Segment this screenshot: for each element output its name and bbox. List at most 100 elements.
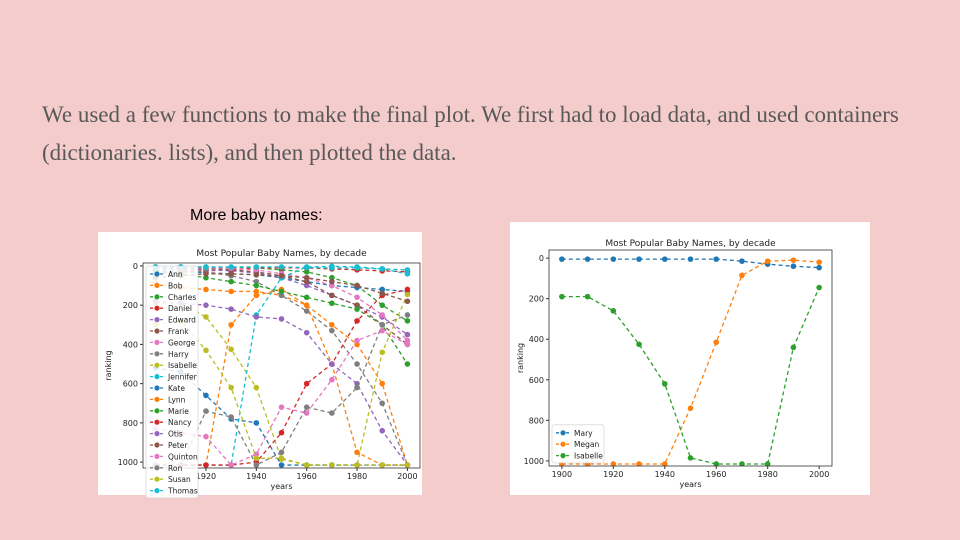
legend-label: Susan: [168, 475, 191, 484]
data-point: [379, 349, 386, 356]
data-point: [636, 461, 642, 466]
y-tick-label: 400: [123, 340, 138, 349]
y-tick-label: 600: [529, 376, 544, 385]
data-point: [379, 462, 386, 468]
legend-label: Bob: [168, 281, 183, 290]
chart: 1900 1920 1940 1960 1980 2000 0 200 400 600 800 100…: [510, 222, 870, 495]
legend-marker: [154, 431, 160, 437]
legend-marker: [154, 374, 160, 380]
legend-marker: [154, 453, 160, 459]
legend: Mary Megan Isabelle: [551, 424, 605, 464]
legend-marker: [154, 419, 160, 425]
series-line: [155, 288, 408, 466]
data-point: [379, 400, 386, 407]
data-point: [329, 274, 335, 281]
y-axis-label: ranking: [104, 350, 113, 380]
y-tick-label: 1000: [118, 458, 138, 467]
data-point: [253, 282, 260, 289]
chart: 1920 1940 1960 1980 2000 0 200 400 600 800 1000 Mos…: [98, 232, 422, 499]
legend-marker: [154, 385, 160, 391]
data-point: [404, 286, 411, 293]
data-point: [303, 410, 310, 416]
legend-marker: [154, 317, 160, 323]
y-tick-label: 200: [123, 301, 138, 310]
legend-marker: [154, 328, 160, 334]
data-point: [404, 462, 411, 468]
legend-marker: [154, 442, 160, 448]
data-point: [253, 384, 260, 391]
data-point: [303, 329, 310, 336]
data-point: [228, 462, 234, 468]
data-point: [253, 455, 260, 461]
data-point: [329, 282, 335, 289]
data-point: [354, 282, 360, 289]
data-point: [404, 341, 411, 348]
data-point: [379, 312, 386, 318]
legend-marker: [154, 362, 160, 368]
data-point: [379, 380, 386, 387]
data-point: [354, 384, 360, 391]
legend-label: Quinton: [168, 452, 198, 461]
data-point: [228, 321, 234, 328]
data-point: [610, 256, 617, 262]
data-point: [228, 306, 234, 312]
legend-label: Daniel: [168, 304, 192, 313]
data-point: [559, 256, 565, 262]
data-point: [354, 462, 360, 468]
body-text: We used a few functions to make the fina…: [42, 102, 899, 165]
data-point: [661, 381, 668, 387]
data-point: [661, 461, 668, 466]
y-tick-label: 0: [133, 262, 138, 271]
data-point: [228, 278, 234, 285]
data-point: [404, 318, 411, 324]
x-axis-label: years: [679, 480, 701, 489]
series-line: [561, 287, 820, 465]
data-point: [228, 270, 234, 277]
data-point: [203, 347, 209, 354]
legend-label: Marie: [168, 407, 189, 416]
data-point: [404, 312, 411, 318]
data-point: [303, 302, 310, 308]
data-point: [303, 278, 310, 285]
data-point: [816, 259, 822, 265]
data-point: [303, 380, 310, 387]
data-point: [278, 404, 285, 410]
data-point: [253, 314, 260, 320]
data-point: [203, 264, 209, 270]
data-point: [203, 274, 209, 281]
legend-box: [145, 265, 199, 499]
y-tick-label: 400: [529, 335, 544, 344]
data-point: [253, 462, 260, 468]
x-tick-label: 2000: [809, 470, 829, 479]
data-point: [329, 376, 335, 383]
data-point: [329, 410, 335, 416]
data-point: [228, 384, 234, 391]
data-point: [253, 288, 260, 295]
legend-label: Jennifer: [167, 373, 198, 382]
data-point: [379, 302, 386, 308]
data-point: [816, 284, 822, 291]
data-point: [687, 256, 694, 262]
data-point: [253, 278, 260, 285]
data-point: [636, 256, 642, 262]
data-point: [203, 302, 209, 308]
legend-label: Ron: [168, 464, 182, 473]
data-point: [303, 274, 310, 281]
axes-frame: [142, 262, 421, 469]
data-point: [584, 256, 591, 262]
data-point: [354, 265, 360, 271]
axes-frame: [548, 249, 833, 467]
data-point: [379, 290, 386, 297]
data-point: [354, 361, 360, 367]
data-point: [713, 461, 720, 466]
data-point: [354, 337, 360, 344]
data-point: [303, 308, 310, 314]
x-tick-label: 1920: [603, 470, 623, 479]
data-point: [379, 427, 386, 434]
legend-label: Frank: [168, 327, 189, 336]
y-tick-label: 200: [529, 295, 544, 304]
data-point: [228, 288, 234, 295]
data-point: [379, 266, 386, 272]
legend-marker: [154, 476, 160, 482]
